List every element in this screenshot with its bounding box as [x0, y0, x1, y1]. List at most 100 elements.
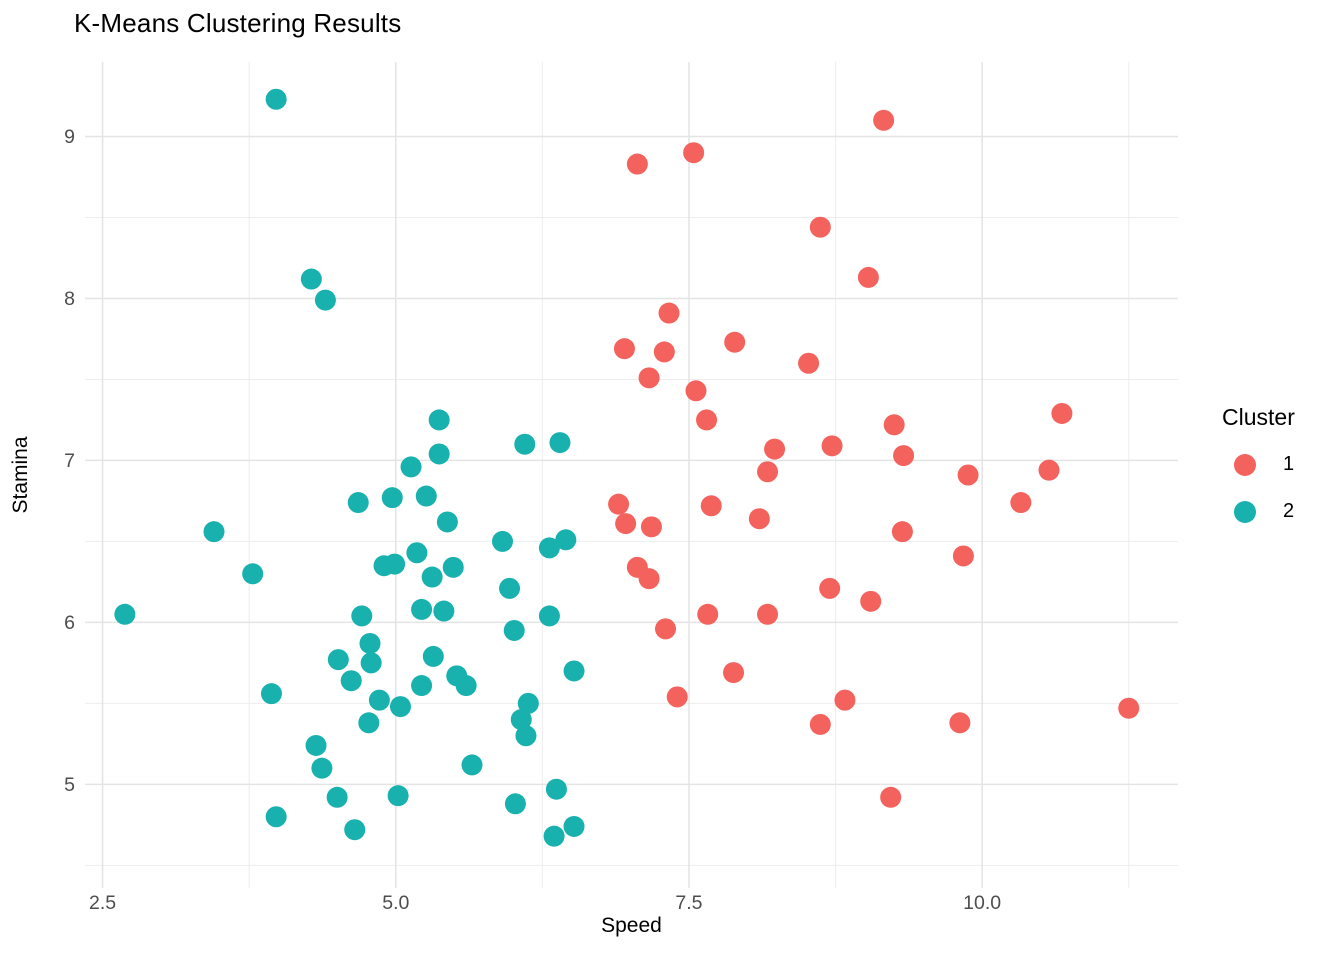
data-point-cluster-2: [545, 778, 567, 800]
x-axis-title: Speed: [601, 914, 662, 937]
data-point-cluster-2: [538, 605, 560, 627]
y-tick-label: 9: [64, 126, 75, 148]
data-point-cluster-2: [326, 786, 348, 808]
data-point-cluster-1: [757, 461, 779, 483]
data-point-cluster-2: [428, 443, 450, 465]
y-tick-label: 5: [64, 774, 75, 796]
data-point-cluster-1: [696, 409, 718, 431]
legend: Cluster 1 2: [1222, 404, 1295, 547]
data-point-cluster-2: [504, 793, 526, 815]
data-point-cluster-1: [891, 521, 913, 543]
data-point-cluster-1: [764, 438, 786, 460]
data-point-cluster-2: [563, 660, 585, 682]
data-point-cluster-2: [347, 492, 369, 514]
cluster-2-swatch-icon: [1234, 500, 1256, 523]
y-axis-title: Stamina: [9, 436, 32, 514]
data-point-cluster-1: [880, 786, 902, 808]
x-tick-label: 5.0: [382, 892, 409, 914]
data-point-cluster-2: [411, 675, 433, 697]
data-point-cluster-1: [873, 109, 895, 131]
data-point-cluster-2: [242, 563, 264, 585]
data-point-cluster-2: [351, 605, 373, 627]
data-point-cluster-2: [265, 806, 287, 828]
data-point-cluster-2: [360, 652, 382, 674]
data-point-cluster-1: [893, 445, 915, 467]
data-point-cluster-2: [461, 754, 483, 776]
y-tick-label: 8: [64, 288, 75, 310]
data-point-cluster-2: [433, 600, 455, 622]
x-tick-label: 2.5: [89, 892, 116, 914]
chart-title: K-Means Clustering Results: [74, 8, 402, 38]
data-point-cluster-2: [406, 542, 428, 564]
data-point-cluster-2: [514, 433, 536, 455]
data-point-cluster-1: [700, 495, 722, 517]
data-point-cluster-1: [615, 513, 637, 535]
data-point-cluster-2: [491, 530, 513, 552]
data-point-cluster-1: [809, 713, 831, 735]
data-point-cluster-1: [857, 266, 879, 288]
data-point-cluster-1: [1010, 492, 1032, 514]
data-point-cluster-1: [1118, 697, 1140, 719]
data-point-cluster-1: [697, 603, 719, 625]
data-point-cluster-2: [422, 645, 444, 667]
data-point-cluster-2: [455, 675, 477, 697]
data-point-cluster-2: [428, 409, 450, 431]
legend-item-cluster-1: 1: [1222, 453, 1295, 476]
data-point-cluster-1: [821, 435, 843, 457]
data-point-cluster-1: [1038, 459, 1060, 481]
data-point-cluster-2: [563, 815, 585, 837]
data-point-cluster-2: [411, 598, 433, 620]
data-point-cluster-2: [549, 432, 571, 454]
data-point-cluster-1: [819, 577, 841, 599]
data-point-cluster-1: [608, 493, 630, 515]
data-point-cluster-2: [415, 485, 437, 507]
data-point-cluster-2: [442, 556, 464, 578]
cluster-1-swatch-icon: [1234, 453, 1256, 476]
data-point-cluster-2: [421, 566, 443, 588]
data-point-cluster-2: [436, 511, 458, 533]
data-point-cluster-1: [723, 662, 745, 684]
data-point-cluster-1: [666, 686, 688, 708]
data-point-cluster-2: [344, 819, 366, 841]
data-point-cluster-1: [1051, 402, 1073, 424]
data-point-cluster-1: [613, 338, 635, 360]
data-point-cluster-1: [834, 689, 856, 711]
data-point-cluster-1: [748, 508, 770, 530]
data-point-cluster-1: [952, 545, 974, 567]
data-point-cluster-2: [300, 268, 322, 290]
data-point-cluster-2: [515, 725, 537, 747]
y-tick-label: 7: [64, 450, 75, 472]
data-point-cluster-2: [265, 88, 287, 110]
data-point-cluster-2: [260, 683, 282, 705]
legend-item-cluster-2: 2: [1222, 500, 1295, 523]
data-point-cluster-1: [653, 341, 675, 363]
data-point-cluster-1: [724, 331, 746, 353]
data-point-cluster-2: [114, 603, 136, 625]
data-point-cluster-2: [305, 734, 327, 756]
data-point-cluster-1: [640, 516, 662, 538]
data-point-cluster-2: [517, 692, 539, 714]
data-point-cluster-2: [327, 649, 349, 671]
data-point-cluster-1: [809, 216, 831, 238]
legend-label-cluster-2: 2: [1283, 500, 1295, 522]
data-point-cluster-1: [685, 380, 707, 402]
data-point-cluster-1: [638, 568, 660, 590]
data-point-cluster-1: [626, 153, 648, 175]
legend-label-cluster-1: 1: [1283, 453, 1295, 475]
data-point-cluster-2: [555, 529, 577, 551]
data-point-cluster-2: [359, 632, 381, 654]
data-point-cluster-1: [658, 302, 680, 324]
data-point-cluster-1: [860, 590, 882, 612]
data-point-cluster-1: [957, 464, 979, 486]
data-point-cluster-2: [543, 825, 565, 847]
data-point-cluster-1: [798, 352, 820, 374]
data-point-cluster-2: [368, 689, 390, 711]
data-point-cluster-2: [373, 555, 395, 577]
data-point-cluster-2: [400, 456, 422, 478]
legend-title: Cluster: [1222, 404, 1295, 430]
data-point-cluster-1: [683, 142, 705, 164]
data-point-cluster-2: [538, 537, 560, 559]
data-point-cluster-2: [387, 785, 409, 807]
